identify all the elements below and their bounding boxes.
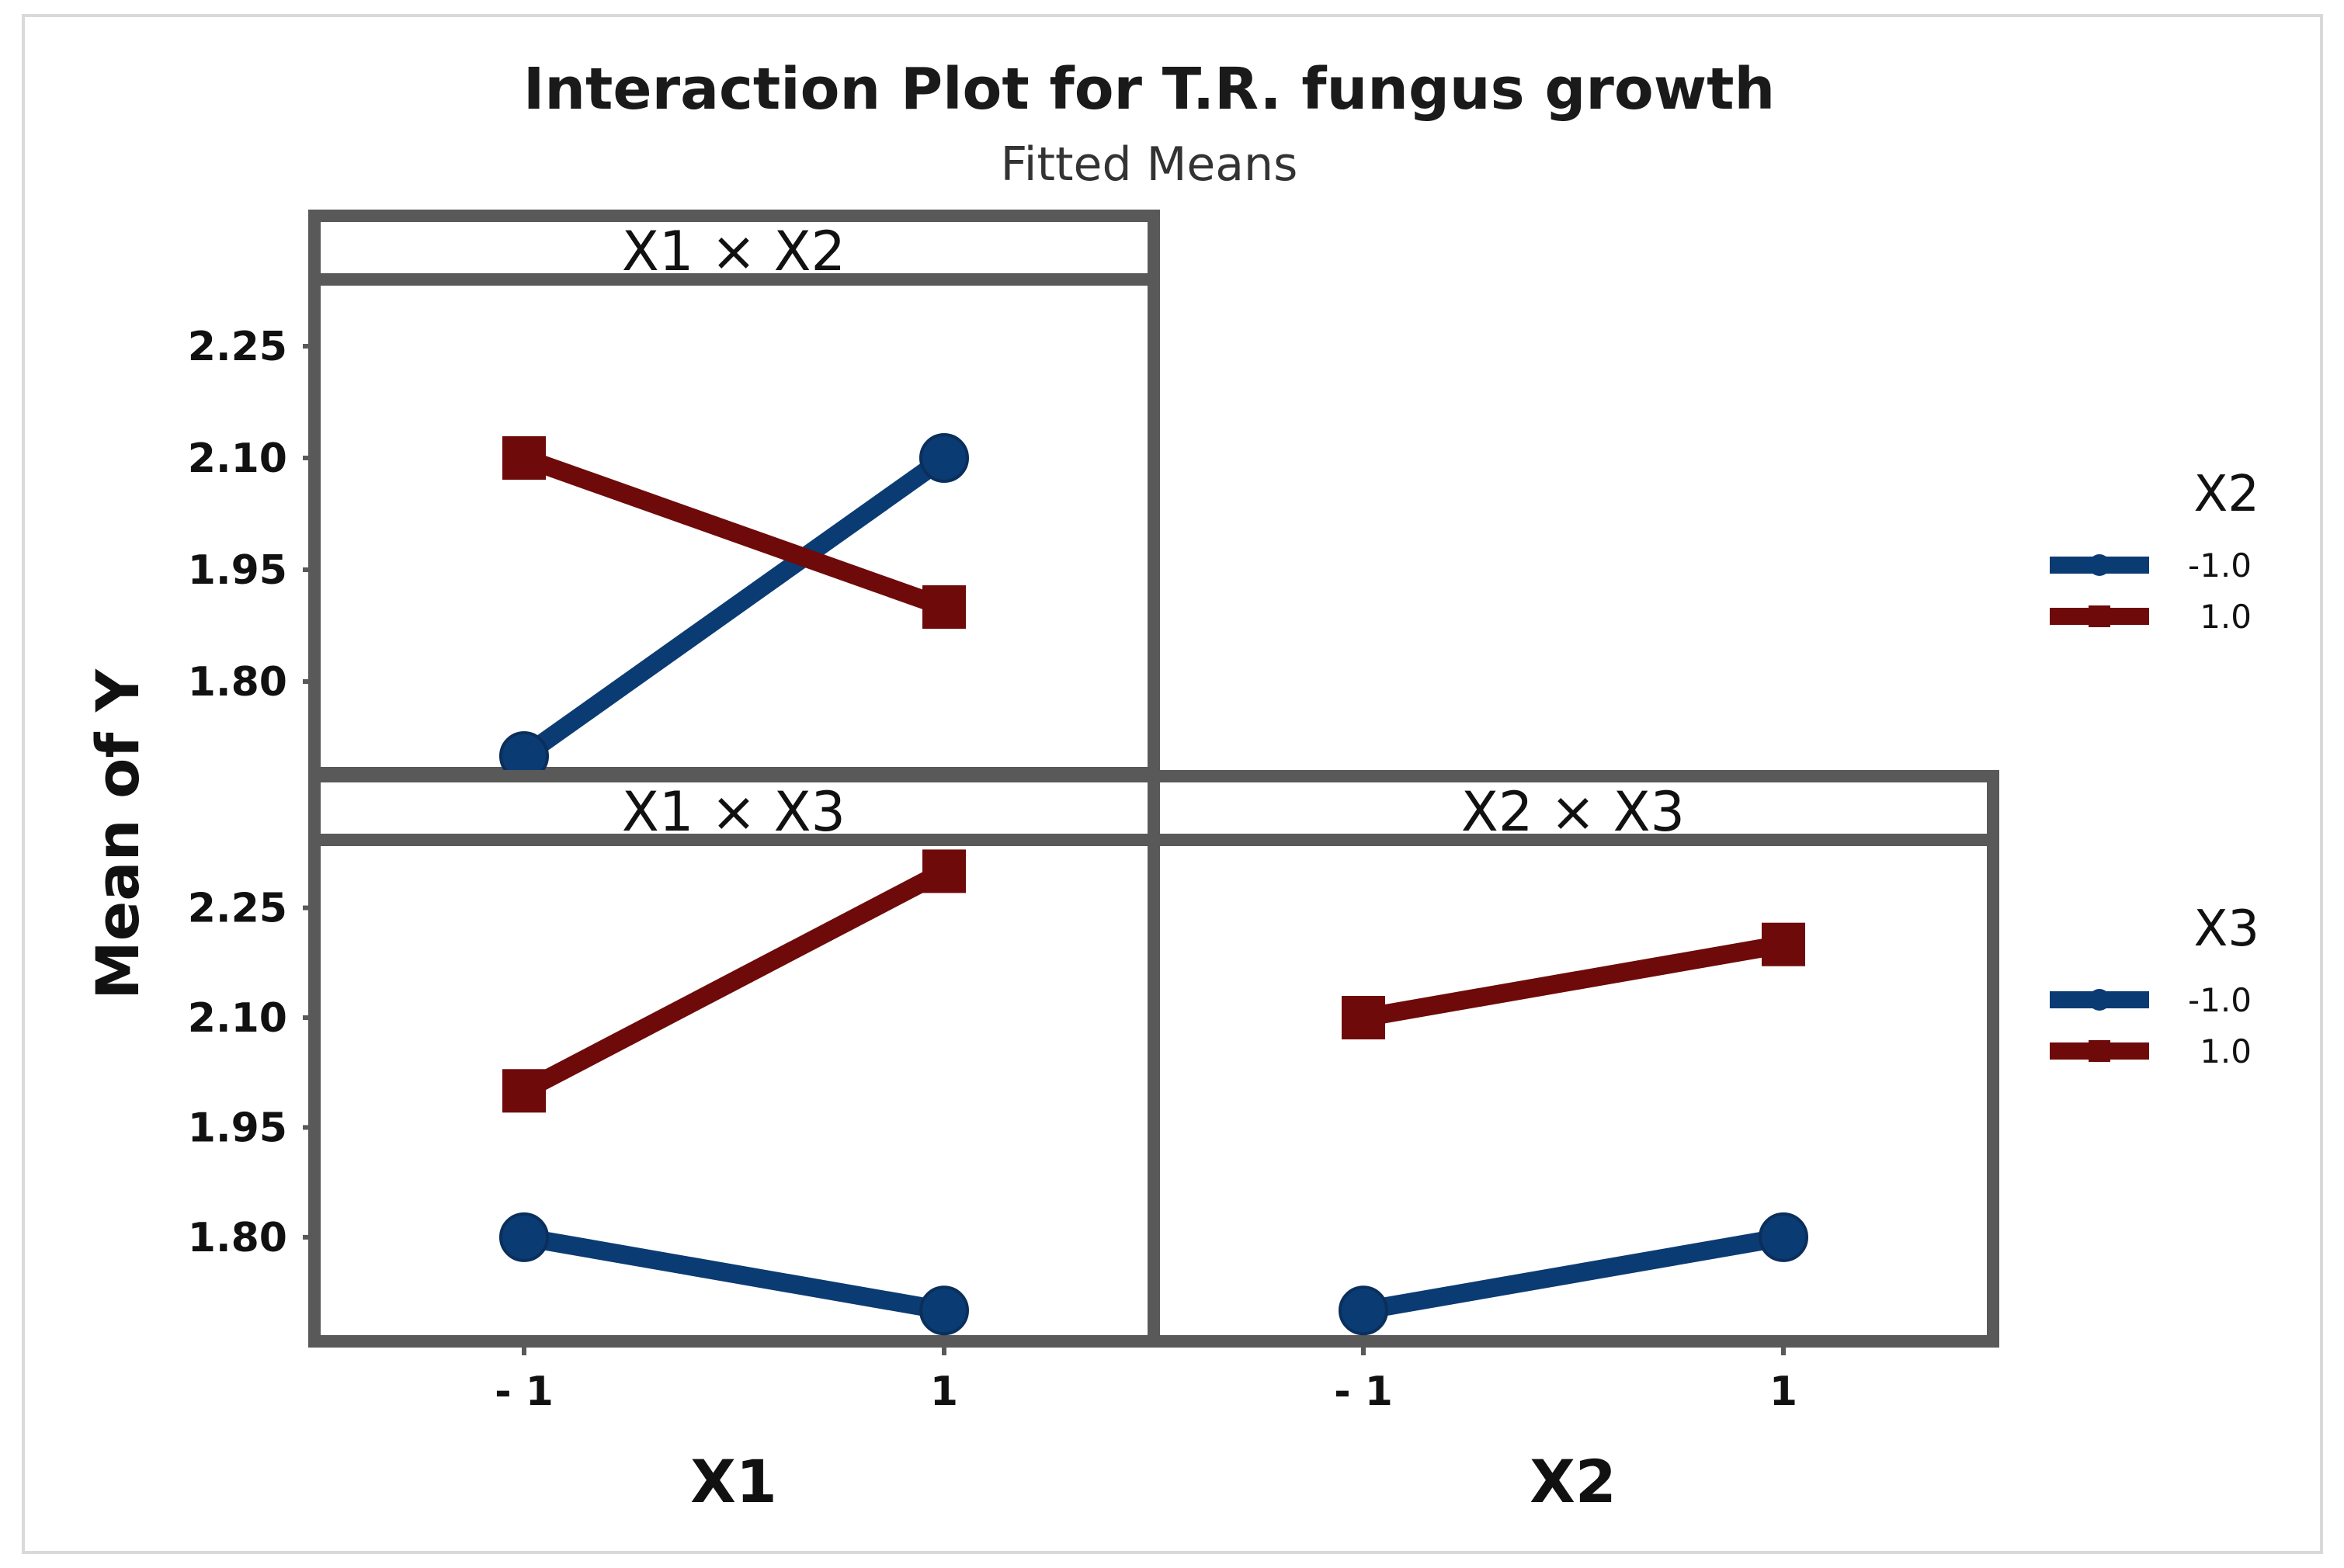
legend-title: X2 <box>2193 466 2259 523</box>
panel-label: X1 × X2 <box>622 220 846 283</box>
data-point-square <box>922 849 966 893</box>
series-line-high <box>1361 935 1786 1027</box>
x-tick-label: 1 <box>1769 1369 1797 1415</box>
x-axis-label-x2: X2 <box>1530 1447 1616 1516</box>
data-point-circle <box>499 1212 549 1262</box>
legend-entry-label: -1.0 <box>2188 546 2252 585</box>
series-line-high <box>520 449 948 616</box>
panel-frame <box>1148 834 1999 1348</box>
series-line-low <box>522 1228 946 1320</box>
y-tick-label: 1.80 <box>188 659 287 706</box>
y-tick-label: 1.80 <box>188 1215 287 1261</box>
x-tick-label: - 1 <box>1334 1369 1393 1415</box>
panel-marks <box>499 433 969 781</box>
data-point-square <box>1342 996 1385 1039</box>
series-line-low <box>1361 1228 1786 1320</box>
panel-x1-x3: X1 × X3 <box>308 770 1160 1348</box>
data-point-square <box>1762 922 1805 966</box>
panel-marks <box>1339 922 1808 1336</box>
data-point-square <box>922 585 966 629</box>
legend-title: X3 <box>2193 900 2259 958</box>
data-point-circle <box>919 433 969 483</box>
y-axis-bottom: 1.80 1.95 2.10 2.25 <box>188 886 314 1261</box>
legend-marker-circle <box>2089 554 2110 576</box>
y-tick-label: 2.10 <box>188 435 287 482</box>
series-line-low <box>519 450 950 764</box>
legend-x3: X3 -1.0 1.0 <box>2050 900 2259 1070</box>
legend-entry-label: 1.0 <box>2200 598 2252 636</box>
chart-subtitle: Fitted Means <box>1001 137 1298 192</box>
panel-label: X2 × X3 <box>1461 780 1685 844</box>
panel-label: X1 × X3 <box>622 780 846 844</box>
legend-x2: X2 -1.0 1.0 <box>2050 466 2259 636</box>
series-line-high <box>519 862 949 1099</box>
legend-entry-label: 1.0 <box>2200 1032 2252 1070</box>
legend-entry-label: -1.0 <box>2188 981 2252 1019</box>
y-tick-label: 1.95 <box>188 547 287 594</box>
panel-x2-x3: X2 × X3 <box>1148 770 1999 1348</box>
y-tick-label: 2.25 <box>188 324 287 370</box>
y-tick-label: 1.95 <box>188 1105 287 1151</box>
y-tick-label: 2.10 <box>188 995 287 1042</box>
y-axis-label: Mean of Y <box>83 668 152 1000</box>
x-axis-label-x1: X1 <box>690 1447 776 1516</box>
y-axis-top: 1.80 1.95 2.10 2.25 <box>188 324 314 706</box>
panel-x1-x2: X1 × X2 <box>308 210 1160 781</box>
data-point-circle <box>1759 1212 1808 1262</box>
data-point-square <box>502 1069 546 1113</box>
legend-marker-circle <box>2089 989 2110 1011</box>
x-tick-label: 1 <box>930 1369 958 1415</box>
figure-border <box>22 14 2323 1554</box>
chart-title: Interaction Plot for T.R. fungus growth <box>523 56 1775 123</box>
legend-marker-square <box>2089 1040 2110 1062</box>
data-point-square <box>502 436 546 480</box>
legend-marker-square <box>2089 605 2110 627</box>
x-axis-left: - 1 1 <box>495 1341 958 1415</box>
y-tick-label: 2.25 <box>188 886 287 932</box>
data-point-circle <box>1339 1285 1388 1336</box>
data-point-circle <box>919 1285 969 1336</box>
panel-marks <box>499 849 969 1336</box>
x-axis-right: - 1 1 <box>1334 1341 1797 1415</box>
x-tick-label: - 1 <box>495 1369 554 1415</box>
